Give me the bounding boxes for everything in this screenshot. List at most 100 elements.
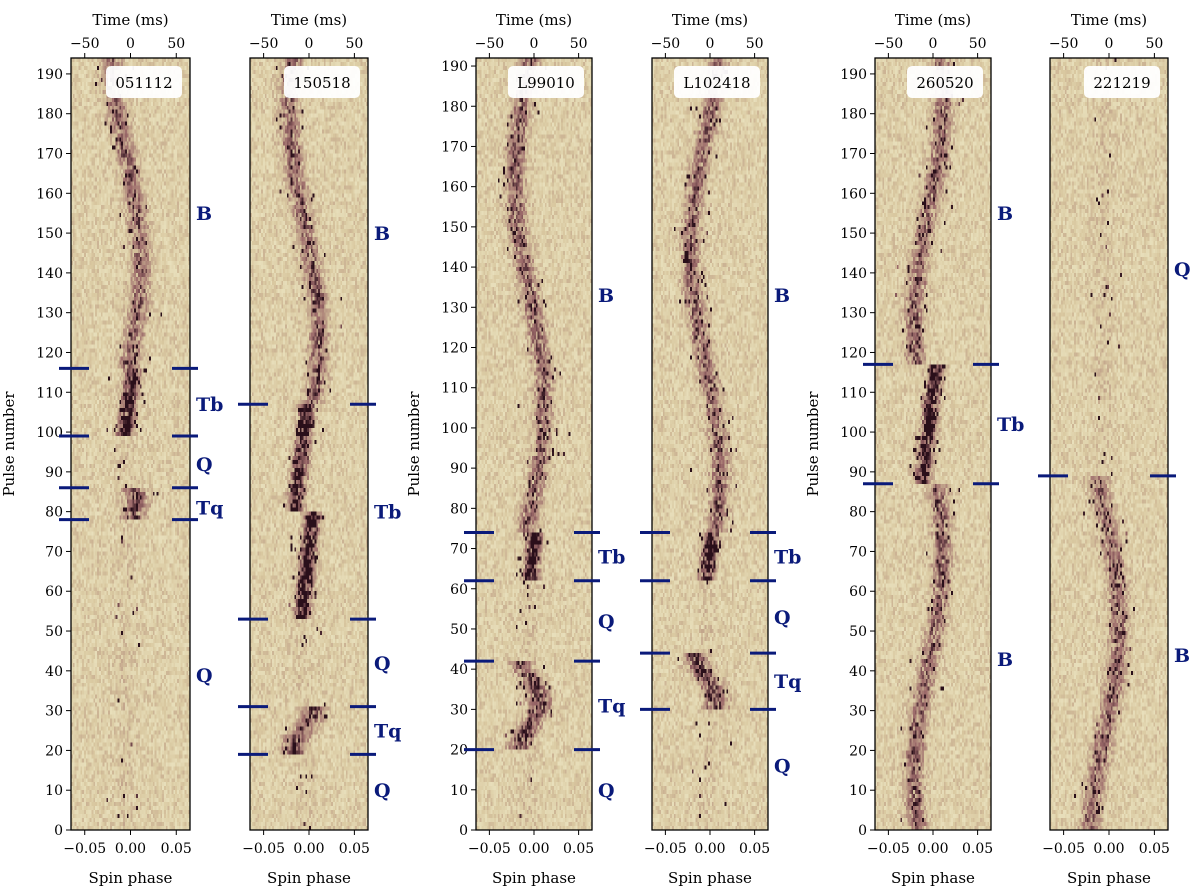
observation-label: 260520 [916, 74, 973, 92]
y-tick-label: 100 [36, 425, 63, 441]
x-axis-label: Spin phase [267, 869, 351, 887]
y-tick-label: 0 [459, 823, 468, 839]
mode-label: Tb [598, 547, 625, 569]
mode-label: Q [374, 780, 391, 802]
y-tick-label: 10 [450, 783, 468, 799]
top-tick-label: −50 [70, 36, 100, 52]
y-tick-label: 10 [45, 783, 63, 799]
observation-label-box [674, 66, 760, 98]
mode-label: Tb [774, 547, 801, 569]
mode-label: Q [598, 780, 615, 802]
observation-label: 150518 [293, 74, 350, 92]
x-tick-label: −0.05 [242, 841, 285, 857]
pulse-stack-image [476, 58, 592, 830]
top-tick-label: 0 [530, 36, 539, 52]
x-tick-label: 0.05 [962, 841, 993, 857]
mode-label: Q [196, 665, 213, 687]
y-tick-label: 80 [849, 505, 867, 521]
top-tick-label: −50 [475, 36, 505, 52]
y-tick-label: 60 [45, 584, 63, 600]
y-tick-label: 160 [36, 186, 63, 202]
top-tick-label: −50 [651, 36, 681, 52]
y-tick-label: 110 [441, 381, 468, 397]
y-tick-label: 110 [36, 385, 63, 401]
mode-label: B [774, 285, 790, 307]
y-tick-label: 40 [849, 664, 867, 680]
observation-label-box [508, 66, 584, 98]
y-tick-label: 180 [840, 107, 867, 123]
top-axis-label: Time (ms) [1071, 11, 1147, 29]
y-tick-label: 150 [840, 226, 867, 242]
mode-label: Tq [196, 498, 223, 520]
mode-label: Q [598, 611, 615, 633]
observation-label-box [907, 66, 983, 98]
panel-221219: 221219 −0.05 0.00 0.05 Spin phase −50 0 50 Time … [1038, 11, 1191, 887]
top-axis-label: Time (ms) [672, 11, 748, 29]
panel-051112: 051112 −0.05 0.00 0.05 Spin phase −50 0 50 Time … [0, 11, 223, 887]
observation-label: 221219 [1093, 74, 1150, 92]
mode-label: Tq [774, 671, 801, 693]
y-tick-label: 40 [450, 662, 468, 678]
y-tick-label: 100 [840, 425, 867, 441]
mode-label: B [997, 203, 1013, 225]
panel-260520: 260520 −0.05 0.00 0.05 Spin phase −50 0 50 Time … [804, 11, 1024, 887]
x-tick-label: 0.00 [917, 841, 948, 857]
pulse-stack-image [652, 58, 768, 830]
x-tick-label: 0.05 [339, 841, 370, 857]
y-tick-label: 50 [45, 624, 63, 640]
observation-label-box [106, 66, 182, 98]
x-tick-label: 0.00 [518, 841, 549, 857]
y-tick-label: 140 [840, 266, 867, 282]
x-tick-label: −0.05 [468, 841, 511, 857]
mode-label: Tb [196, 394, 223, 416]
y-tick-label: 170 [441, 139, 468, 155]
y-tick-label: 120 [441, 341, 468, 357]
mode-label: Q [774, 756, 791, 778]
y-tick-label: 100 [441, 421, 468, 437]
top-tick-label: −50 [874, 36, 904, 52]
top-tick-label: 50 [969, 36, 987, 52]
y-tick-label: 130 [840, 306, 867, 322]
y-tick-label: 190 [441, 59, 468, 75]
mode-label: Tb [374, 502, 401, 524]
mode-label: Q [196, 454, 213, 476]
top-tick-label: −50 [1049, 36, 1079, 52]
x-tick-label: −0.05 [63, 841, 106, 857]
x-tick-label: −0.05 [1042, 841, 1085, 857]
mode-label: B [997, 649, 1013, 671]
observation-label: L102418 [683, 74, 750, 92]
y-tick-label: 160 [840, 186, 867, 202]
pulse-stack-image [875, 58, 991, 830]
y-tick-label: 190 [840, 67, 867, 83]
top-axis-label: Time (ms) [496, 11, 572, 29]
top-tick-label: 50 [345, 36, 363, 52]
y-axis-label: Pulse number [0, 391, 18, 497]
y-tick-label: 170 [840, 147, 867, 163]
top-tick-label: 50 [746, 36, 764, 52]
y-axis-label: Pulse number [405, 391, 423, 497]
observation-label-box [1084, 66, 1160, 98]
x-tick-label: 0.05 [161, 841, 192, 857]
y-tick-label: 190 [36, 67, 63, 83]
y-tick-label: 30 [450, 702, 468, 718]
x-axis-label: Spin phase [492, 869, 576, 887]
x-tick-label: −0.05 [644, 841, 687, 857]
y-tick-label: 120 [36, 345, 63, 361]
x-axis-label: Spin phase [1067, 869, 1151, 887]
top-tick-label: 0 [929, 36, 938, 52]
y-tick-label: 130 [36, 306, 63, 322]
y-tick-label: 40 [45, 664, 63, 680]
mode-label: B [374, 223, 390, 245]
y-tick-label: 120 [840, 345, 867, 361]
y-tick-label: 50 [849, 624, 867, 640]
mode-label: Q [374, 653, 391, 675]
y-tick-label: 60 [450, 582, 468, 598]
top-axis-label: Time (ms) [895, 11, 971, 29]
top-tick-label: −50 [249, 36, 279, 52]
y-tick-label: 130 [441, 300, 468, 316]
x-tick-label: −0.05 [867, 841, 910, 857]
y-tick-label: 0 [54, 823, 63, 839]
y-tick-label: 50 [450, 622, 468, 638]
y-tick-label: 90 [45, 465, 63, 481]
x-tick-label: 0.05 [563, 841, 594, 857]
